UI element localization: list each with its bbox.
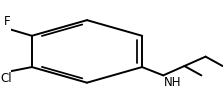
Text: NH: NH: [164, 76, 182, 89]
Text: Cl: Cl: [1, 72, 12, 85]
Text: F: F: [4, 16, 11, 28]
